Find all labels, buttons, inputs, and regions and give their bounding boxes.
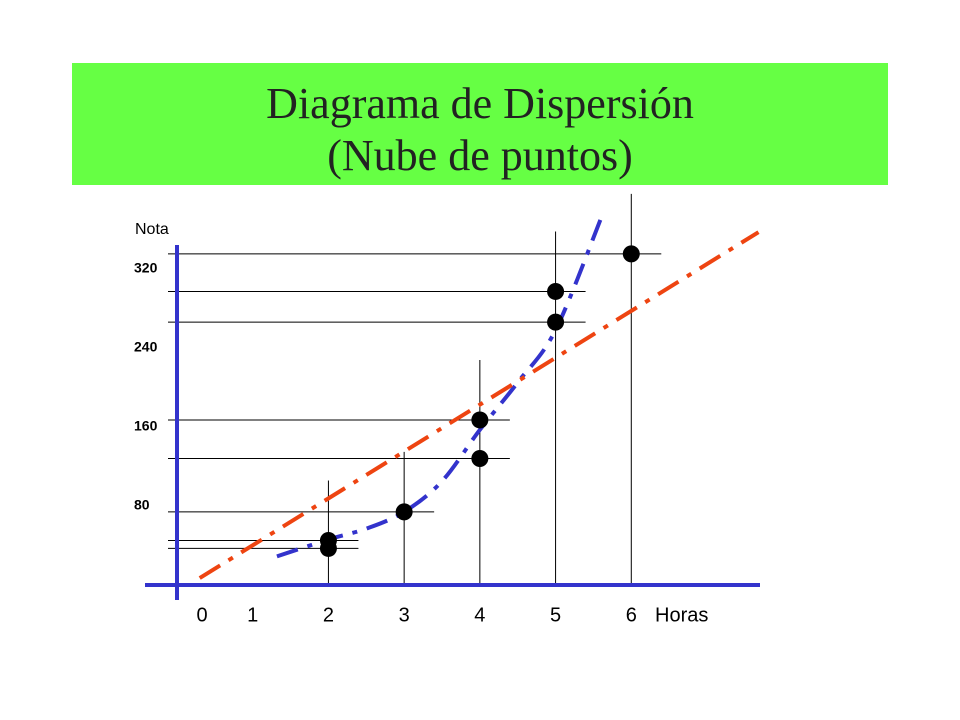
curve-fit-line [276,217,603,559]
point [471,449,489,467]
x-tick-label: 0 [196,604,207,626]
chart-title: Diagrama de Dispersión [266,79,694,128]
point [319,539,337,557]
point [471,411,489,429]
point [547,313,565,331]
x-tick-label: 3 [399,604,410,626]
point [622,245,640,263]
x-tick-label: 2 [323,604,334,626]
x-tick-label: 4 [474,604,485,626]
point [547,282,565,300]
x-tick-label: 1 [247,604,258,626]
y-tick-label: 80 [134,497,150,513]
point [395,503,413,521]
chart-subtitle: (Nube de puntos) [327,131,633,180]
x-tick-label: 5 [550,604,561,626]
y-axis-label: Nota [135,221,169,238]
x-axis-label: Horas [655,604,708,626]
linear-fit-line [198,230,760,580]
title-box [72,63,888,185]
y-tick-label: 160 [134,418,158,434]
y-tick-label: 240 [134,338,158,354]
y-tick-label: 320 [134,259,158,275]
x-tick-label: 6 [626,604,637,626]
